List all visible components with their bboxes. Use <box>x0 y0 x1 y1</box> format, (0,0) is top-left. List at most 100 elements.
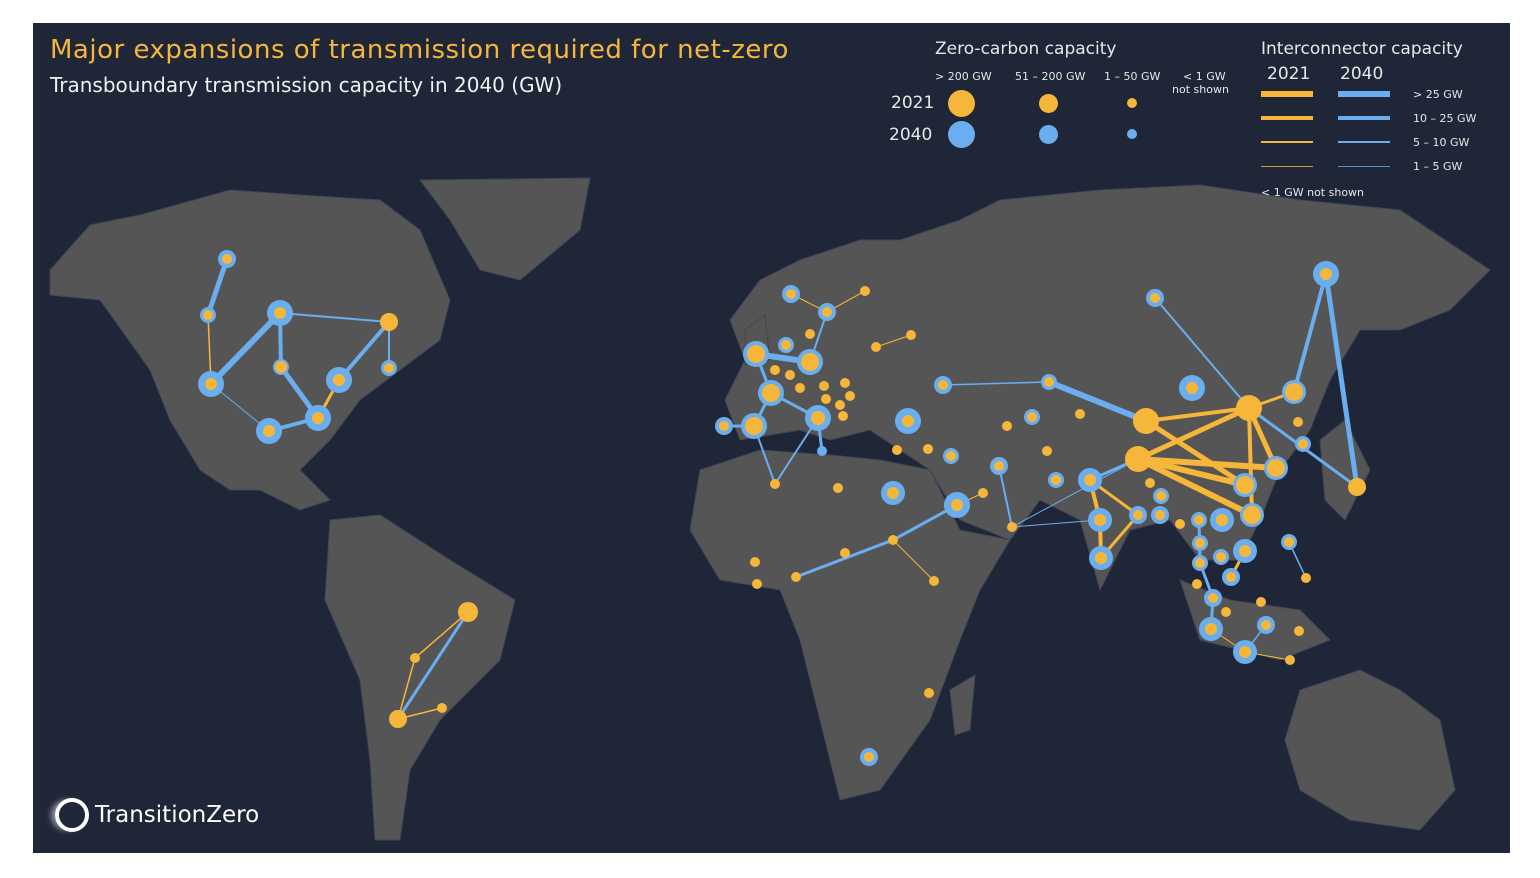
interconnector-line <box>998 465 1013 528</box>
legend-class: 51 – 200 GW <box>1015 70 1086 83</box>
zero-carbon-2021-node <box>1226 572 1236 582</box>
zero-carbon-2021-node <box>1294 626 1304 636</box>
legend-class: 1 – 50 GW <box>1104 70 1161 83</box>
legend-class: 5 – 10 GW <box>1413 136 1470 149</box>
legend-dot <box>948 121 975 148</box>
zero-carbon-2021-node <box>770 365 780 375</box>
zero-carbon-2021-node <box>1094 514 1106 526</box>
zero-carbon-2021-node <box>1221 607 1231 617</box>
zero-carbon-2021-node <box>762 384 780 402</box>
zero-carbon-2021-node <box>1243 506 1261 524</box>
interconnector-heading: Interconnector capacity <box>1261 39 1463 59</box>
zero-carbon-2021-node <box>205 378 217 390</box>
zero-carbon-2021-node <box>840 548 850 558</box>
land-mass <box>324 514 516 841</box>
zero-carbon-2021-node <box>1195 538 1205 548</box>
zero-carbon-2021-node <box>791 572 801 582</box>
interconnector-line <box>396 610 470 721</box>
zero-carbon-2021-node <box>1239 545 1251 557</box>
zero-carbon-2021-node <box>437 703 447 713</box>
zero-carbon-2021-node <box>1284 537 1294 547</box>
zero-carbon-2021-node <box>1133 510 1143 520</box>
interconnector-line <box>1144 406 1251 423</box>
legend-line <box>1261 166 1313 167</box>
interconnector-line <box>794 538 895 579</box>
zero-carbon-2021-node <box>1095 552 1107 564</box>
zero-carbon-2021-node <box>1293 417 1303 427</box>
world-map <box>49 177 1491 841</box>
zero-carbon-2021-node <box>1186 382 1198 394</box>
zero-carbon-2021-node <box>1155 510 1165 520</box>
logo-ring-icon <box>55 798 89 832</box>
zero-carbon-2021-node <box>1256 597 1266 607</box>
land-mass <box>724 184 1491 592</box>
zero-carbon-2021-node <box>1298 439 1308 449</box>
zero-carbon-2021-node <box>864 752 874 762</box>
zero-carbon-2021-node <box>752 579 762 589</box>
zero-carbon-2021-node <box>1267 459 1285 477</box>
legend-line <box>1338 141 1390 143</box>
interconnector-line <box>942 381 1050 386</box>
zero-carbon-2021-node <box>795 383 805 393</box>
zero-carbon-2021-node <box>410 653 420 663</box>
zero-carbon-2021-node <box>1216 514 1228 526</box>
zero-carbon-2021-node <box>1075 409 1085 419</box>
zero-carbon-2021-node <box>380 313 398 331</box>
zero-carbon-2021-node <box>745 417 763 435</box>
map-panel: Major expansions of transmission require… <box>33 23 1510 853</box>
zero-carbon-2021-node <box>274 307 286 319</box>
zero-carbon-2021-node <box>1133 408 1159 434</box>
zero-carbon-2021-node <box>1175 519 1185 529</box>
zero-carbon-2021-node <box>946 451 956 461</box>
zero-carbon-2021-node <box>938 380 948 390</box>
zero-carbon-2021-node <box>1236 395 1262 421</box>
interconnector-line <box>1323 271 1360 490</box>
legend-dot <box>1039 125 1058 144</box>
zero-carbon-2021-node <box>312 412 324 424</box>
zero-carbon-2021-node <box>781 340 791 350</box>
zero-carbon-2021-node <box>887 487 899 499</box>
legend-year-2021: 2021 <box>1267 64 1311 84</box>
zero-carbon-2021-node <box>1194 515 1204 525</box>
legend-line <box>1261 91 1313 97</box>
zero-carbon-2021-node <box>888 535 898 545</box>
zero-carbon-2021-node <box>458 602 478 622</box>
zero-carbon-2021-node <box>929 576 939 586</box>
legend-note: < 1 GW <box>1183 70 1226 83</box>
zero-carbon-2021-node <box>222 254 232 264</box>
zero-carbon-2021-node <box>384 363 394 373</box>
land-mass <box>1319 419 1371 521</box>
chart-title: Major expansions of transmission require… <box>50 35 789 65</box>
zero-carbon-2021-node <box>923 444 933 454</box>
land-mass <box>1284 669 1456 831</box>
zero-carbon-2021-node <box>389 710 407 728</box>
legend-class: 1 – 5 GW <box>1413 160 1463 173</box>
interconnector-line <box>279 312 390 323</box>
zero-carbon-2040-node <box>817 446 827 456</box>
zero-carbon-2021-node <box>1084 474 1096 486</box>
interconnector-line <box>208 310 283 387</box>
zero-carbon-2021-node <box>747 345 765 363</box>
zero-carbon-2021-node <box>1301 573 1311 583</box>
legend-class: > 200 GW <box>935 70 992 83</box>
zero-carbon-2021-node <box>1320 268 1332 280</box>
zero-carbon-2021-node <box>811 411 825 425</box>
legend-line <box>1338 116 1390 120</box>
interconnector-line <box>1135 456 1248 488</box>
zero-carbon-2021-node <box>750 557 760 567</box>
legend-line <box>1338 91 1390 97</box>
zero-carbon-2021-node <box>871 342 881 352</box>
zero-carbon-2021-node <box>1156 491 1166 501</box>
legend-class: 10 – 25 GW <box>1413 112 1477 125</box>
zero-carbon-2021-node <box>822 307 832 317</box>
zero-carbon-2021-node <box>1007 522 1017 532</box>
zero-carbon-2021-node <box>203 310 213 320</box>
land-mass <box>419 177 591 281</box>
logo-text: TransitionZero <box>95 802 260 828</box>
zero-carbon-2021-node <box>1192 579 1202 589</box>
zero-carbon-2021-node <box>924 688 934 698</box>
legend-dot <box>1127 98 1137 108</box>
zero-carbon-2021-node <box>902 415 914 427</box>
land-mass <box>689 449 1011 801</box>
zero-carbon-2021-node <box>801 353 819 371</box>
